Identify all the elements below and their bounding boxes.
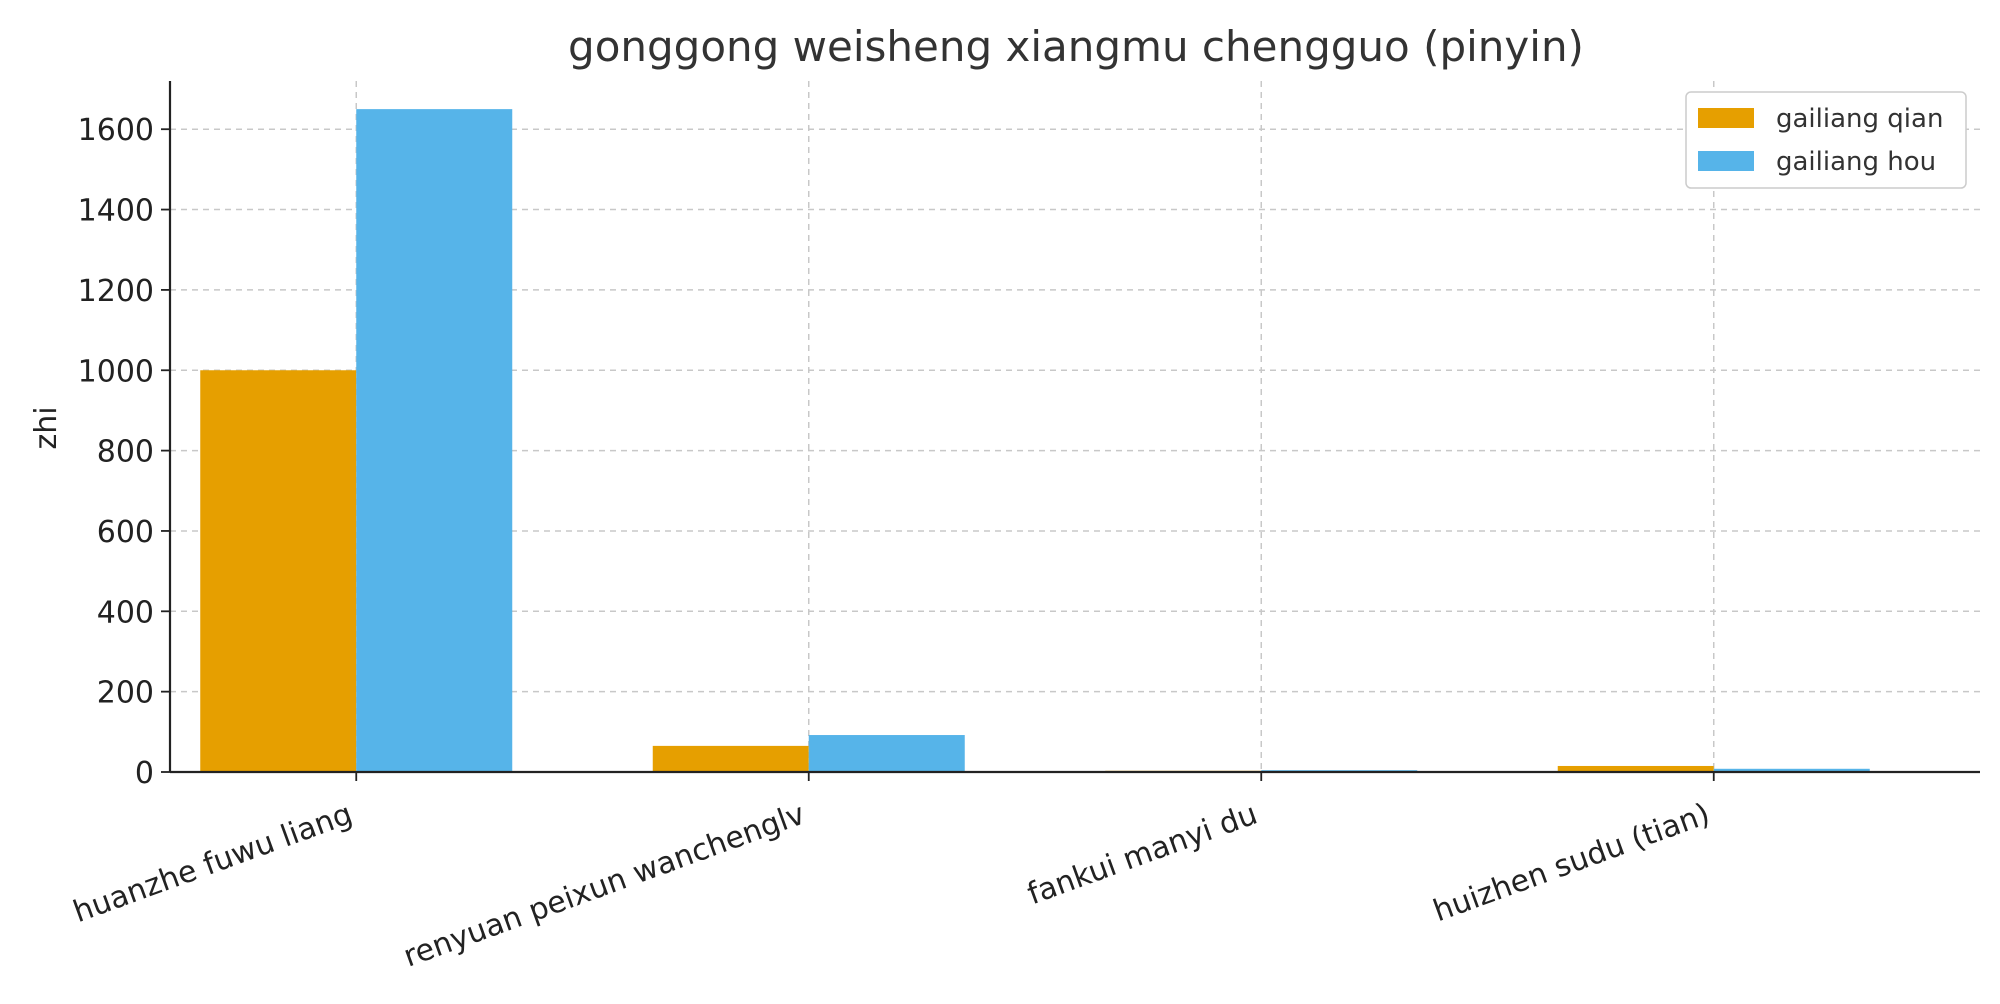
legend-swatch-gailiang-qian	[1698, 108, 1754, 128]
bar-gailiang-qian-renyuan-peixun-wanchenglv	[652, 745, 809, 772]
x-tick-label: fankui manyi du	[1023, 797, 1262, 913]
bar-gailiang-hou-renyuan-peixun-wanchenglv	[808, 735, 965, 772]
bar-gailiang-hou-huanzhe-fuwu-liang	[356, 109, 513, 773]
legend-label-gailiang-qian: gailiang qian	[1776, 104, 1943, 134]
y-axis-label: zhi	[29, 406, 64, 449]
x-tick-label: huanzhe fuwu liang	[69, 797, 357, 930]
legend-swatch-gailiang-hou	[1698, 151, 1754, 171]
legend-label-gailiang-hou: gailiang hou	[1776, 147, 1936, 177]
legend: gailiang qian gailiang hou	[1685, 91, 1967, 189]
y-tick-label: 1600	[78, 113, 154, 148]
x-tick-label: huizhen sudu (tian)	[1429, 797, 1715, 930]
y-tick-label: 600	[97, 515, 154, 550]
x-tick-label: renyuan peixun wanchenglv	[399, 797, 809, 975]
bars-layer	[200, 109, 1870, 773]
y-tick-label: 1200	[78, 274, 154, 309]
y-tick-label: 800	[97, 435, 154, 470]
y-tick-label: 0	[135, 756, 154, 791]
y-tick-label: 200	[97, 676, 154, 711]
bar-gailiang-qian-huanzhe-fuwu-liang	[200, 370, 357, 772]
y-tick-label: 1000	[78, 354, 154, 389]
y-tick-label: 1400	[78, 194, 154, 229]
y-tick-label: 400	[97, 595, 154, 630]
bar-gailiang-qian-huizhen-sudu-tian	[1557, 765, 1714, 772]
legend-frame	[1685, 91, 1967, 189]
axes-layer	[168, 81, 1980, 774]
bar-gailiang-hou-huizhen-sudu-tian	[1713, 768, 1870, 772]
chart-title: gonggong weisheng xiangmu chengguo (piny…	[568, 22, 1584, 71]
